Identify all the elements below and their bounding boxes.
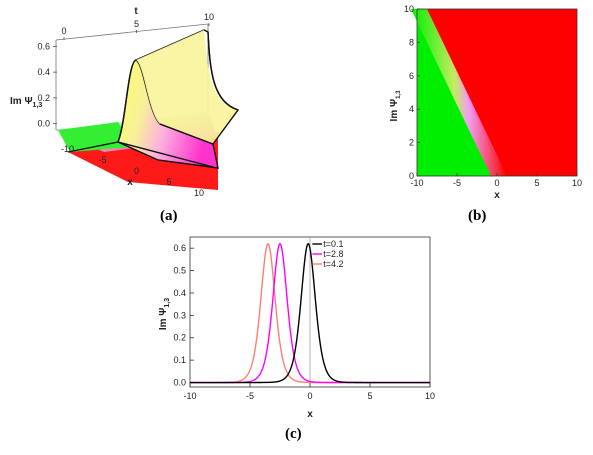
x-axis-label: x: [127, 177, 133, 188]
x-axis-ticks: -10 -5 0 5 10: [61, 144, 204, 198]
legend-label: t=4.2: [323, 259, 343, 269]
y-tick-label: 0.6: [173, 243, 186, 253]
y-tick-label: 0.5: [173, 266, 186, 276]
x-tick-label: -5: [453, 178, 461, 188]
x-tick-label: 10: [425, 391, 435, 401]
y-tick-label: 4: [409, 104, 414, 114]
x-axis-label: x: [494, 190, 500, 201]
x-tick-label: -10: [61, 144, 74, 154]
surface-top-fill: [136, 30, 238, 144]
t-axis-ticks: 0 5 10: [61, 12, 214, 40]
y-tick-label: 0: [409, 171, 414, 181]
x-tick-label: 5: [367, 391, 372, 401]
y-tick-label: 0.0: [173, 378, 186, 388]
y-axis-ticks: 0.0 0.1 0.2 0.3 0.4 0.5 0.6: [173, 237, 311, 388]
panel-c-line-plot: 0.0 0.1 0.2 0.3 0.4 0.5 0.6 -10 -5 0 5 10 t=0.1t=2…: [158, 236, 435, 420]
x-tick-label: 0: [494, 178, 499, 188]
y-tick-label: 0.4: [173, 288, 186, 298]
x-axis-ticks: -10 -5 0 5 10: [183, 383, 435, 401]
z-tick-label: 0.2: [37, 93, 50, 103]
series-line: [190, 242, 430, 384]
legend-label: t=0.1: [323, 239, 343, 249]
surface-left-edge: [67, 59, 137, 153]
y-tick-label: 0.1: [173, 355, 186, 365]
z-tick-label: 0.0: [37, 119, 50, 129]
y-tick-label: 8: [409, 37, 414, 47]
legend-label: t=2.8: [323, 249, 343, 259]
t-tick-label: 5: [134, 19, 139, 29]
x-tick-label: 10: [194, 188, 204, 198]
panel-a-label: (a): [160, 208, 178, 224]
panel-b-density-plot: -10 -5 0 5 10 0 2 4 6 8 10 x Im Ψ1,3: [389, 4, 582, 201]
x-tick-label: -5: [246, 391, 254, 401]
t-axis-label: t: [134, 6, 138, 17]
x-tick-label: -10: [410, 178, 423, 188]
x-tick-label: 5: [166, 177, 171, 187]
z-axis-ticks: 0.0 0.2 0.4 0.6: [37, 41, 57, 129]
y-axis-label: Im Ψ1,3: [389, 90, 402, 122]
y-tick-label: 10: [404, 4, 414, 14]
x-tick-label: -10: [183, 391, 196, 401]
z-tick-label: 0.4: [37, 67, 50, 77]
legend: t=0.1t=2.8t=4.2: [312, 239, 343, 269]
series-lines: [190, 242, 430, 384]
surface-front-edge: [117, 141, 214, 168]
z-tick-label: 0.6: [37, 41, 50, 51]
y-tick-label: 0.3: [173, 310, 186, 320]
x-tick-label: 5: [534, 178, 539, 188]
y-axis-label: Im Ψ1,3: [158, 298, 171, 330]
x-tick-label: 0: [307, 391, 312, 401]
x-tick-label: 10: [572, 178, 582, 188]
surface-edge-line: [159, 31, 240, 145]
x-axis-ticks: -10 -5 0 5 10: [410, 173, 582, 188]
y-tick-label: 2: [409, 138, 414, 148]
x-tick-label: 0: [134, 166, 139, 176]
panel-b-label: (b): [468, 208, 487, 224]
y-tick-label: 0.2: [173, 333, 186, 343]
z-axis-label: Im Ψ1,3: [10, 96, 42, 109]
x-axis-label: x: [307, 409, 313, 420]
y-axis-ticks: 0 2 4 6 8 10: [404, 4, 420, 181]
heatmap-boundary-band: [411, 9, 507, 176]
panel-a-surface-plot: 0.0 0.2 0.4 0.6 0 5 10 -10 -5 0 5 10 t x Im Ψ1,3: [10, 6, 240, 198]
t-tick-label: 0: [61, 26, 66, 36]
density-area: [411, 9, 577, 176]
panel-c-label: (c): [285, 426, 302, 442]
surface-green-region: [58, 122, 133, 152]
x-tick-label: -5: [98, 155, 106, 165]
y-tick-label: 6: [409, 71, 414, 81]
t-tick-label: 10: [204, 12, 214, 22]
